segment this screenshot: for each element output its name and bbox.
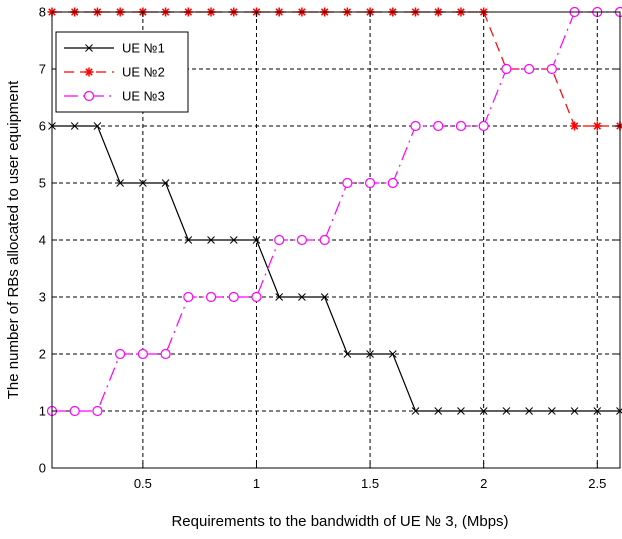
legend-marker-sample	[85, 68, 94, 77]
circle-point-marker	[547, 65, 556, 74]
circle-point-marker	[70, 407, 79, 416]
legend: UE №1 UE №2 UE №3	[56, 32, 188, 112]
legend-entry-label: UE №3	[122, 89, 165, 104]
circle-point-marker	[479, 122, 488, 131]
circle-point-marker	[138, 350, 147, 359]
legend-entry-label: UE №1	[122, 41, 165, 56]
y-tick-label: 1	[39, 404, 46, 419]
circle-point-marker	[275, 236, 284, 245]
y-tick-label: 5	[39, 176, 46, 191]
x-tick-label: 2	[480, 476, 487, 491]
x-tick-label: 1.5	[361, 476, 379, 491]
y-tick-label: 2	[39, 347, 46, 362]
legend-marker-sample	[85, 92, 94, 101]
circle-point-marker	[116, 350, 125, 359]
y-tick-label: 8	[39, 5, 46, 20]
circle-point-marker	[184, 293, 193, 302]
circle-point-marker	[525, 65, 534, 74]
y-tick-label: 7	[39, 62, 46, 77]
circle-point-marker	[456, 122, 465, 131]
series-1	[49, 123, 622, 415]
circle-point-marker	[297, 236, 306, 245]
legend-entry-label: UE №2	[122, 65, 165, 80]
circle-point-marker	[343, 179, 352, 188]
y-tick-label: 4	[39, 233, 46, 248]
circle-point-marker	[161, 350, 170, 359]
y-tick-label: 0	[39, 461, 46, 476]
y-axis-label: The number of RBs allocated to user equi…	[5, 80, 22, 399]
star-point-marker	[593, 122, 602, 131]
circle-point-marker	[434, 122, 443, 131]
series-line	[52, 126, 620, 411]
circle-point-marker	[502, 65, 511, 74]
x-tick-label: 0.5	[134, 476, 152, 491]
circle-point-marker	[320, 236, 329, 245]
circle-point-marker	[366, 179, 375, 188]
y-tick-label: 6	[39, 119, 46, 134]
circle-point-marker	[388, 179, 397, 188]
circle-point-marker	[252, 293, 261, 302]
circle-point-marker	[411, 122, 420, 131]
x-tick-label: 2.5	[588, 476, 606, 491]
star-point-marker	[570, 122, 579, 131]
y-tick-label: 3	[39, 290, 46, 305]
x-axis-label: Requirements to the bandwidth of UE № 3,…	[171, 513, 508, 530]
circle-point-marker	[93, 407, 102, 416]
circle-point-marker	[207, 293, 216, 302]
x-tick-label: 1	[253, 476, 260, 491]
circle-point-marker	[229, 293, 238, 302]
